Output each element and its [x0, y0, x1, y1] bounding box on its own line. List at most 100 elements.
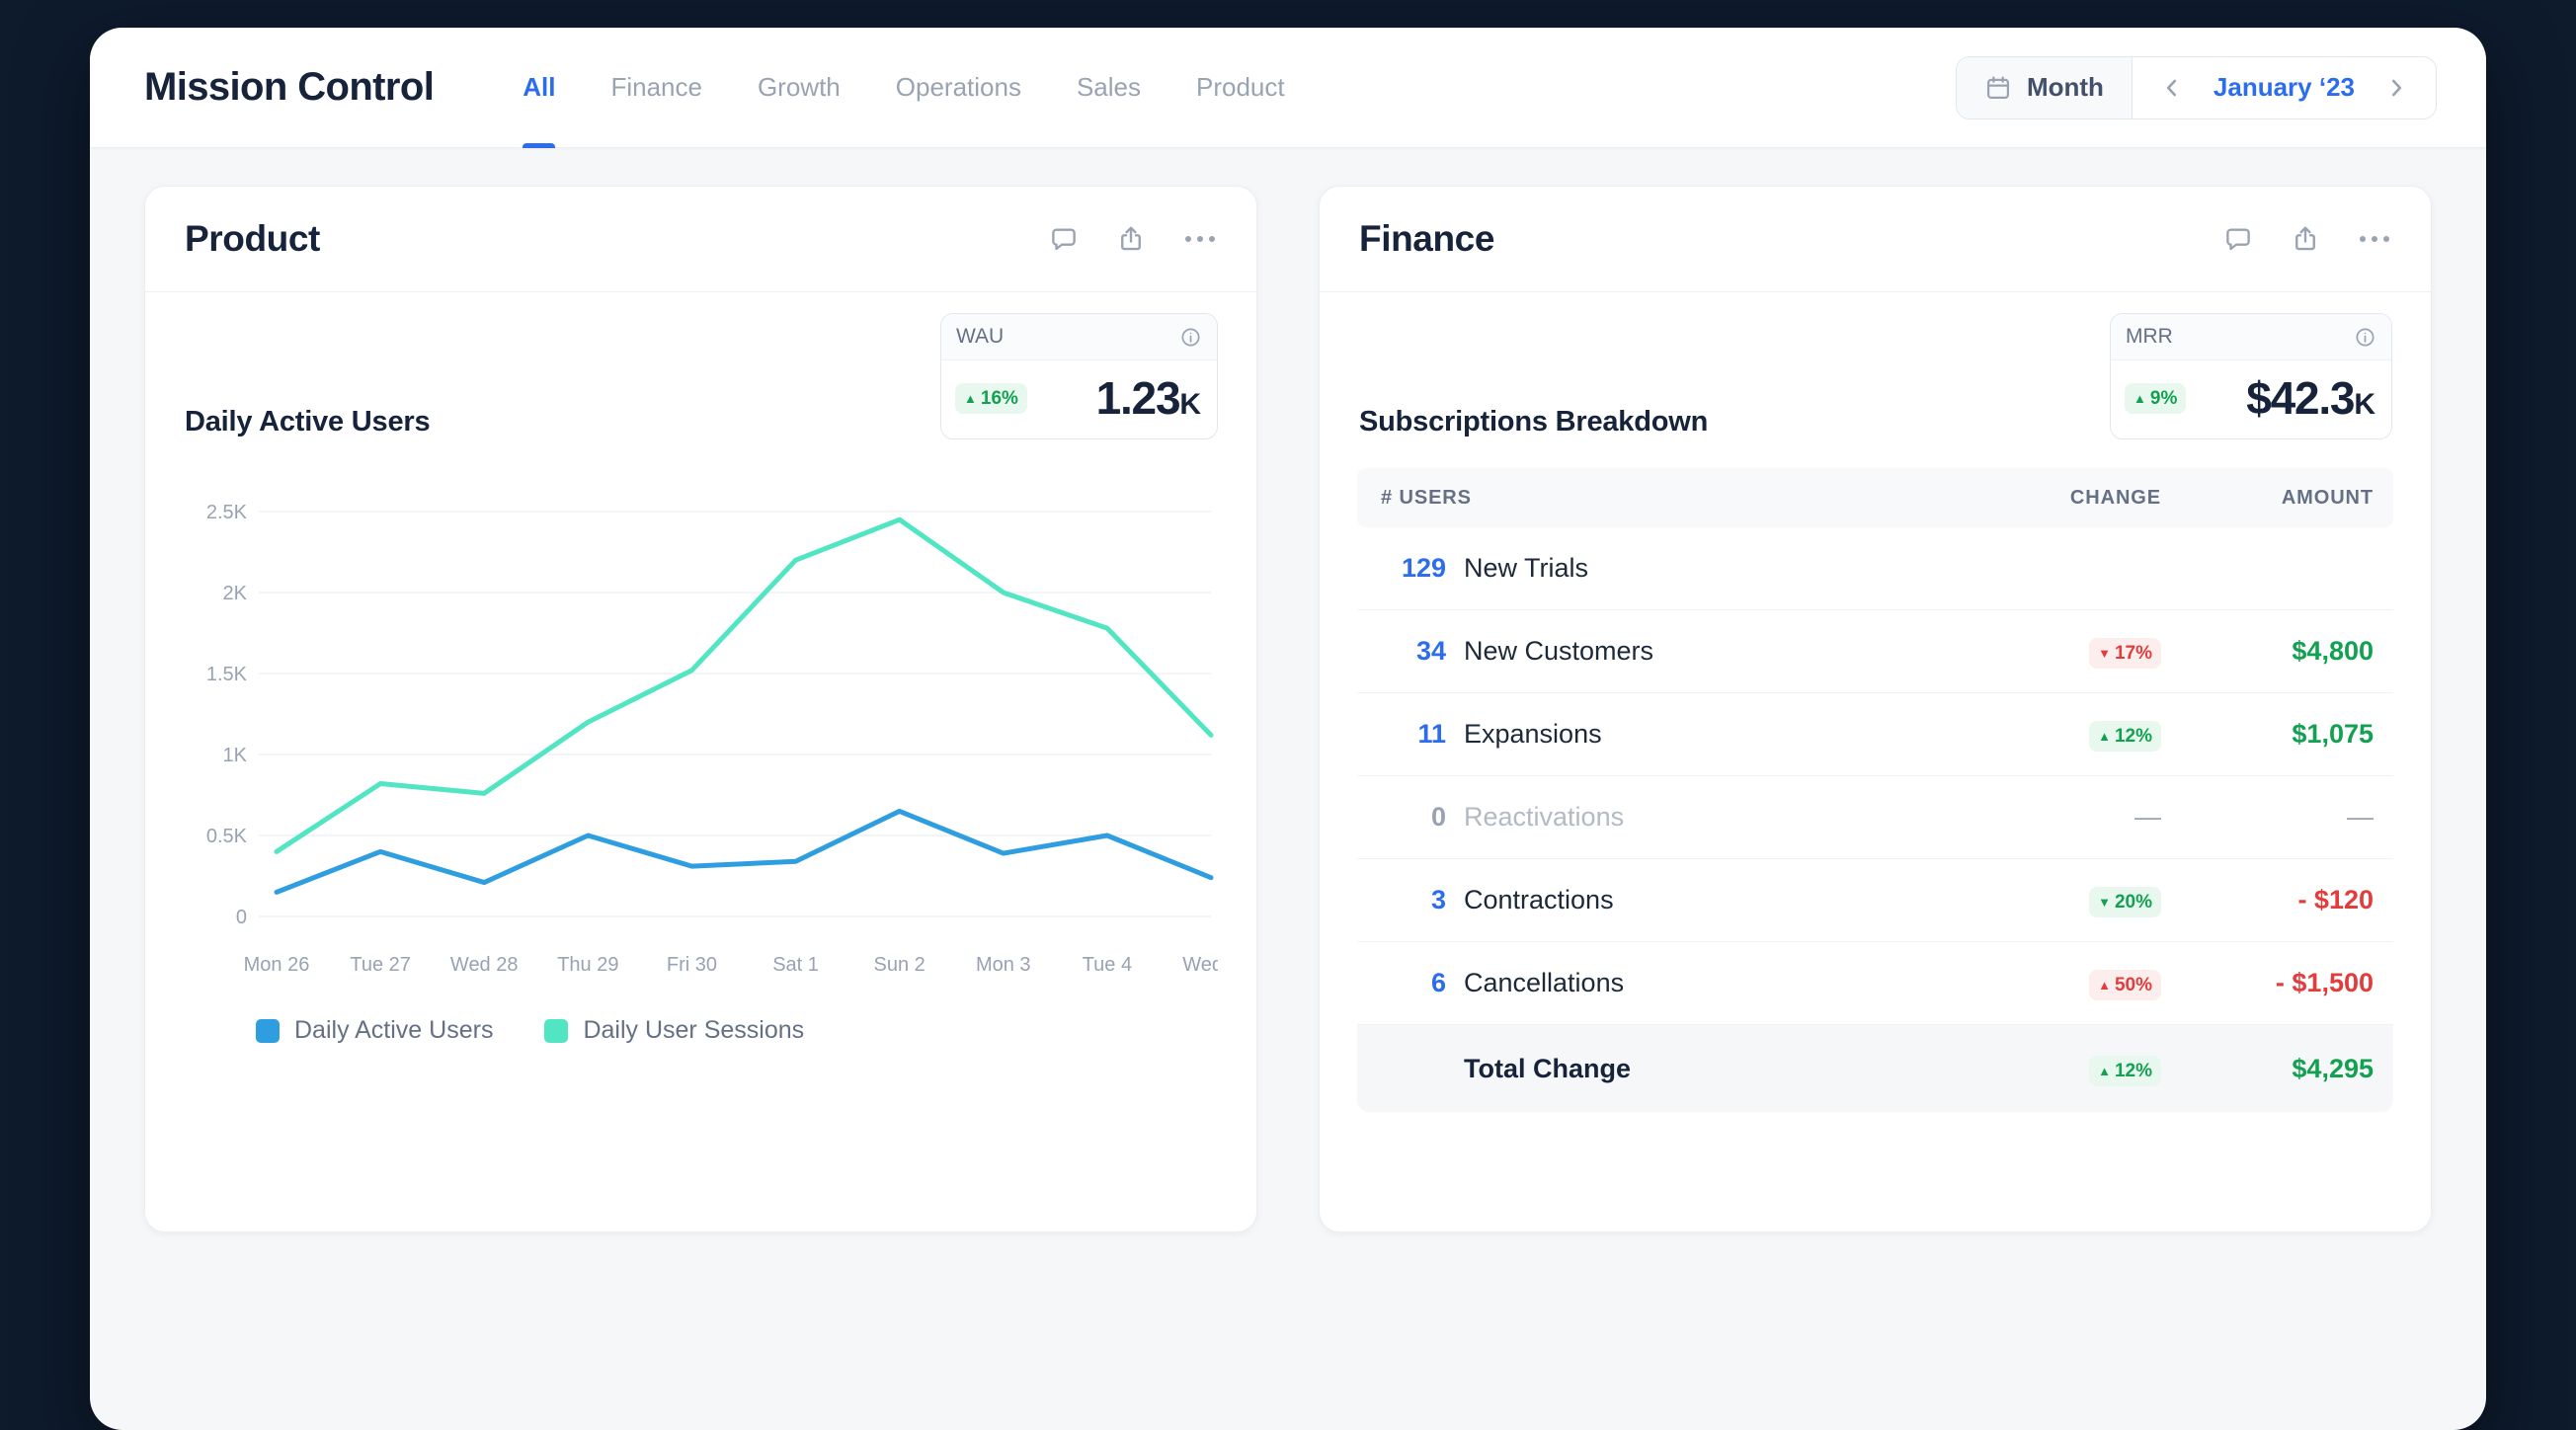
- table-total-row: Total Change ▲ 12% $4,295: [1357, 1025, 2393, 1112]
- row-amount-cell: —: [2161, 802, 2393, 833]
- period-nav: January ‘23: [2133, 57, 2436, 119]
- more-options-icon[interactable]: [1183, 234, 1217, 244]
- chart-title: Daily Active Users: [185, 406, 431, 437]
- top-bar: Mission Control All Finance Growth Operatio…: [90, 28, 2486, 148]
- svg-text:1.5K: 1.5K: [206, 664, 248, 685]
- svg-text:Fri 30: Fri 30: [667, 954, 717, 976]
- tab-operations[interactable]: Operations: [895, 72, 1021, 102]
- row-amount-cell: - $1,500: [2275, 968, 2374, 997]
- row-change-cell: —: [1954, 802, 2161, 833]
- row-user-count[interactable]: 11: [1417, 719, 1446, 749]
- finance-card-actions: [2223, 224, 2391, 254]
- mrr-value: $42.3K: [2246, 372, 2375, 424]
- period-mode-label: Month: [2026, 72, 2104, 102]
- svg-text:0.5K: 0.5K: [206, 826, 248, 847]
- dau-chart: 0 0.5K 1K 1.5K 2K 2.5K Mon 26 Tue 27 Wed 28 Thu 2…: [206, 502, 1218, 976]
- info-icon[interactable]: [1179, 326, 1202, 349]
- legend-label: Daily Active Users: [294, 1016, 494, 1044]
- next-period-button[interactable]: [2375, 66, 2418, 110]
- row-change-cell: ▲ 50%: [1954, 966, 2161, 1000]
- finance-card: Finance: [1319, 186, 2432, 1232]
- table-row: 6 Cancellations ▲ 50% - $1,500: [1357, 942, 2393, 1025]
- subscriptions-table-body: 129 New Trials 34 New Customers ▼ 17% $4,800 11…: [1357, 527, 2393, 1112]
- mrr-stat-box: MRR ▲ 9% $42.3K: [2110, 313, 2392, 439]
- svg-text:Mon 3: Mon 3: [976, 954, 1031, 976]
- svg-text:Wed 28: Wed 28: [450, 954, 519, 976]
- period-control: Month January ‘23: [1955, 55, 2437, 119]
- triangle-up-icon: ▲: [2133, 390, 2146, 406]
- period-mode-button[interactable]: Month: [1956, 56, 2133, 119]
- svg-text:2.5K: 2.5K: [206, 502, 248, 523]
- column-header-users: # USERS: [1381, 486, 1472, 509]
- tab-product[interactable]: Product: [1196, 72, 1285, 102]
- svg-text:2K: 2K: [223, 583, 248, 604]
- tab-all[interactable]: All: [523, 28, 556, 148]
- share-icon[interactable]: [2291, 224, 2320, 254]
- wau-stat-label: WAU: [956, 325, 1005, 348]
- table-row: 11 Expansions ▲ 12% $1,075: [1357, 693, 2393, 776]
- legend-swatch: [256, 1018, 280, 1043]
- nav-tabs: All Finance Growth Operations Sales Product: [523, 28, 1285, 148]
- row-user-count[interactable]: 34: [1415, 636, 1446, 666]
- subscriptions-section-title: Subscriptions Breakdown: [1359, 406, 1709, 437]
- chart-legend: Daily Active Users Daily User Sessions: [256, 1016, 1256, 1045]
- info-icon[interactable]: [2354, 326, 2376, 349]
- triangle-down-icon: ▼: [2098, 895, 2111, 910]
- app-shell: Mission Control All Finance Growth Operatio…: [90, 28, 2486, 1430]
- tab-sales[interactable]: Sales: [1076, 72, 1141, 102]
- row-user-count: 0: [1430, 802, 1446, 832]
- share-icon[interactable]: [1116, 224, 1146, 254]
- row-user-count[interactable]: 3: [1430, 885, 1446, 914]
- mrr-stat-header: MRR: [2111, 314, 2391, 360]
- legend-swatch: [544, 1018, 569, 1043]
- empty-value-dash: —: [2134, 802, 2161, 832]
- table-row: 0 Reactivations — —: [1357, 776, 2393, 859]
- comment-icon[interactable]: [1049, 224, 1079, 254]
- legend-item[interactable]: Daily Active Users: [256, 1016, 493, 1045]
- row-label: New Trials: [1464, 553, 1589, 583]
- more-options-icon[interactable]: [2358, 234, 2391, 244]
- wau-stat-body: ▲ 16% 1.23K: [941, 360, 1217, 438]
- triangle-up-icon: ▲: [964, 390, 977, 406]
- column-header-change: CHANGE: [2069, 486, 2161, 509]
- legend-item[interactable]: Daily User Sessions: [544, 1016, 804, 1045]
- calendar-icon: [1984, 74, 2012, 102]
- subscriptions-table: # USERS CHANGE AMOUNT 129 New Trials 34 New…: [1357, 468, 2393, 1112]
- table-row: 34 New Customers ▼ 17% $4,800: [1357, 610, 2393, 693]
- tab-finance[interactable]: Finance: [610, 72, 702, 102]
- svg-text:Sat 1: Sat 1: [772, 954, 819, 976]
- change-badge: ▲ 50%: [2089, 970, 2161, 1000]
- mrr-stat-body: ▲ 9% $42.3K: [2111, 360, 2391, 438]
- change-badge: ▼ 17%: [2089, 638, 2161, 669]
- svg-text:Wed 5: Wed 5: [1182, 954, 1218, 976]
- finance-card-header: Finance: [1320, 187, 2431, 292]
- triangle-up-icon: ▲: [2098, 1063, 2111, 1078]
- wau-stat-box: WAU ▲ 16% 1.23K: [940, 313, 1218, 439]
- row-user-count[interactable]: 6: [1430, 968, 1446, 997]
- table-row: 3 Contractions ▼ 20% - $120: [1357, 859, 2393, 942]
- svg-text:Thu 29: Thu 29: [557, 954, 618, 976]
- svg-text:Sun 2: Sun 2: [874, 954, 926, 976]
- row-amount-cell: $1,075: [2292, 719, 2374, 749]
- svg-text:0: 0: [236, 907, 247, 928]
- row-user-count[interactable]: 129: [1401, 553, 1446, 583]
- previous-period-button[interactable]: [2150, 66, 2194, 110]
- change-badge: ▲ 12%: [2089, 1055, 2161, 1086]
- product-card: Product: [144, 186, 1257, 1232]
- app-title: Mission Control: [144, 65, 435, 109]
- wau-value: 1.23K: [1095, 372, 1201, 424]
- total-label: Total Change: [1464, 1053, 1632, 1083]
- tab-growth[interactable]: Growth: [757, 72, 841, 102]
- row-label: Expansions: [1464, 719, 1602, 749]
- empty-value-dash: —: [2347, 802, 2374, 832]
- svg-text:Mon 26: Mon 26: [244, 954, 310, 976]
- triangle-up-icon: ▲: [2098, 978, 2111, 993]
- mrr-stat-label: MRR: [2126, 325, 2173, 348]
- change-badge: ▼ 20%: [2089, 887, 2161, 917]
- column-header-amount: AMOUNT: [2281, 486, 2374, 509]
- triangle-down-icon: ▼: [2098, 646, 2111, 661]
- table-row: 129 New Trials: [1357, 527, 2393, 610]
- comment-icon[interactable]: [2223, 224, 2253, 254]
- current-period-label[interactable]: January ‘23: [2213, 72, 2355, 102]
- svg-text:Tue 4: Tue 4: [1083, 954, 1132, 976]
